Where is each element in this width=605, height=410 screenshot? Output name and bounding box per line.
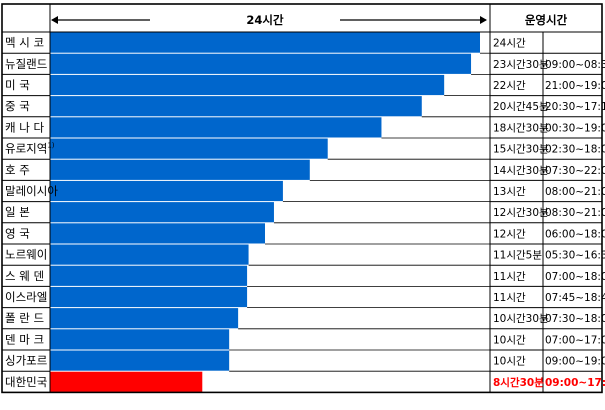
duration-label: 12시간30분 bbox=[493, 207, 549, 219]
country-label: 캐 나 다 bbox=[5, 120, 44, 134]
time-range-label: 09:00~19:00 bbox=[545, 356, 605, 368]
country-label: 대한민국 bbox=[5, 375, 47, 389]
time-range-label: 07:30~22:00 bbox=[545, 165, 605, 177]
duration-label: 22시간 bbox=[493, 80, 526, 92]
time-range-label: 07:30~18:00 bbox=[545, 313, 605, 325]
bar-8 bbox=[50, 202, 274, 223]
time-range-label: 07:00~17:00 bbox=[545, 334, 605, 346]
bar-5 bbox=[50, 138, 328, 159]
duration-label: 10시간30분 bbox=[493, 313, 549, 325]
bar-3 bbox=[50, 96, 422, 117]
bar-2 bbox=[50, 74, 445, 96]
duration-label: 18시간30분 bbox=[493, 122, 549, 134]
duration-label: 11시간 bbox=[493, 271, 526, 283]
country-label: 유로지역1) bbox=[5, 142, 55, 156]
duration-label: 15시간30분 bbox=[493, 144, 549, 156]
bar-15 bbox=[50, 350, 230, 371]
duration-label: 13시간 bbox=[493, 186, 526, 198]
duration-label: 11시간5분 bbox=[493, 250, 542, 262]
time-range-label: 08:00~21:00 bbox=[545, 186, 605, 198]
bar-12 bbox=[50, 286, 248, 308]
bar-4 bbox=[50, 117, 382, 138]
country-label: 덴 마 크 bbox=[5, 332, 44, 346]
duration-label: 23시간30분 bbox=[493, 59, 549, 71]
bar-1 bbox=[50, 53, 472, 74]
country-label: 호 주 bbox=[5, 163, 30, 177]
time-range-label: 02:30~18:00 bbox=[545, 144, 605, 156]
bar-0 bbox=[50, 32, 480, 53]
country-label: 폴 란 드 bbox=[5, 311, 44, 325]
country-label: 뉴질랜드 bbox=[5, 57, 47, 71]
country-label: 말레이시아 bbox=[5, 184, 58, 198]
time-range-label: 09:00~17:30 bbox=[545, 377, 605, 389]
bar-13 bbox=[50, 308, 239, 329]
country-label: 일 본 bbox=[5, 205, 30, 219]
header-operating-hours-label: 운영시간 bbox=[525, 13, 568, 27]
country-label: 중 국 bbox=[5, 99, 30, 113]
duration-label: 10시간 bbox=[493, 334, 526, 346]
country-label: 미 국 bbox=[5, 78, 30, 92]
bar-16 bbox=[50, 371, 203, 392]
time-range-label: 08:30~21:00 bbox=[545, 207, 605, 219]
bar-9 bbox=[50, 223, 265, 244]
footnote-marker: 1) bbox=[47, 142, 54, 150]
table-border bbox=[1, 3, 603, 394]
country-label: 싱가포르 bbox=[5, 354, 47, 368]
country-label: 이스라엘 bbox=[5, 290, 47, 304]
time-range-label: 07:00~18:00 bbox=[545, 271, 605, 283]
duration-label: 20시간45분 bbox=[493, 101, 549, 113]
time-range-label: 21:00~19:00 bbox=[545, 80, 605, 92]
country-label: 멕 시 코 bbox=[5, 36, 44, 50]
time-range-label: 00:30~19:00 bbox=[545, 122, 605, 134]
time-range-label: 09:00~08:30 bbox=[545, 59, 605, 71]
duration-label: 8시간30분 bbox=[493, 376, 544, 389]
bar-7 bbox=[50, 180, 283, 202]
time-range-label: 07:45~18:45 bbox=[545, 292, 605, 304]
duration-label: 10시간 bbox=[493, 356, 526, 368]
bar-11 bbox=[50, 265, 248, 286]
duration-label: 24시간 bbox=[493, 38, 526, 50]
header-24h-label: 24시간 bbox=[246, 13, 284, 27]
time-range-label: 20:30~17:15 bbox=[545, 101, 605, 113]
bar-14 bbox=[50, 329, 230, 350]
country-label: 스 웨 덴 bbox=[5, 269, 44, 283]
bar-6 bbox=[50, 159, 310, 180]
duration-label: 14시간30분 bbox=[493, 165, 549, 177]
country-label: 영 국 bbox=[5, 226, 30, 240]
duration-label: 12시간 bbox=[493, 228, 526, 240]
time-range-label: 05:30~16:35 bbox=[545, 250, 605, 262]
duration-label: 11시간 bbox=[493, 292, 526, 304]
country-label: 노르웨이 bbox=[5, 248, 47, 262]
bar-10 bbox=[50, 244, 249, 265]
time-range-label: 06:00~18:00 bbox=[545, 228, 605, 240]
